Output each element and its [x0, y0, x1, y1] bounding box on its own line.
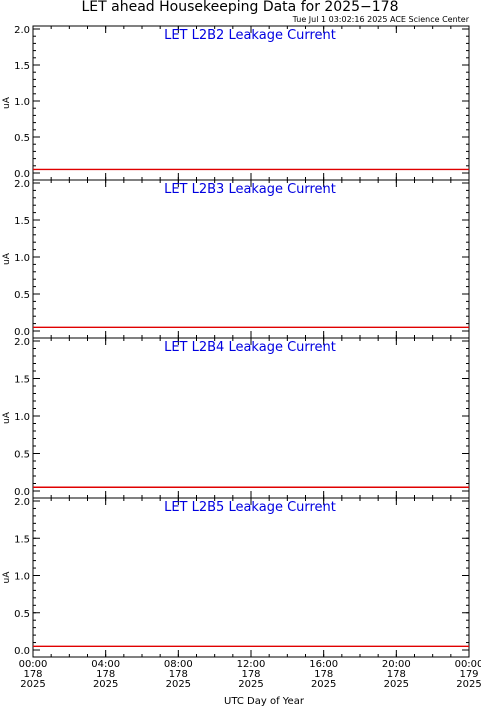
x-tick-label-time: 16:00: [309, 659, 338, 670]
x-tick-label-time: 12:00: [237, 659, 266, 670]
panel-frame: [32, 25, 470, 181]
y-tick-label: 2.0: [14, 337, 30, 348]
panel-2: 0.0 0.5 1.0 1.5 2.0 uA LET L2B3 Leakage Curren…: [2, 179, 470, 339]
y-tick-label: 0.0: [14, 487, 30, 498]
y-tick-label: 2.0: [14, 497, 30, 508]
x-tick-label-time: 08:00: [164, 659, 193, 670]
panel-title: LET L2B4 Leakage Current: [164, 340, 336, 355]
x-tick-label-year: 2025: [20, 679, 45, 690]
y-tick-label: 0.0: [14, 327, 30, 338]
x-axis-label: UTC Day of Year: [224, 696, 305, 706]
x-tick-label-time: 00:00: [19, 659, 48, 670]
y-tick-label: 1.0: [14, 97, 30, 108]
x-tick-label-doy: 178: [169, 669, 188, 680]
y-tick-label: 1.5: [14, 375, 30, 386]
y-tick-label: 1.0: [14, 253, 30, 264]
x-tick-label-doy: 178: [241, 669, 260, 680]
y-tick-label: 2.0: [14, 25, 30, 36]
x-tick-label-year: 2025: [384, 679, 409, 690]
x-axis: 00:00178202504:00178202508:00178202512:0…: [19, 659, 481, 690]
x-tick-label-year: 2025: [166, 679, 191, 690]
panel-4: 0.0 0.5 1.0 1.5 2.0 uA LET L2B5 Leakage Curren…: [2, 497, 470, 658]
x-tick-label-time: 20:00: [382, 659, 411, 670]
x-tick-label-doy: 178: [387, 669, 406, 680]
x-tick-label-doy: 178: [314, 669, 333, 680]
panel-frame: [32, 179, 470, 339]
x-tick-label-doy: 178: [96, 669, 115, 680]
y-tick-label: 0.5: [14, 290, 30, 301]
x-tick-label-doy: 178: [23, 669, 42, 680]
x-tick-label-year: 2025: [311, 679, 336, 690]
timestamp: Tue Jul 1 03:02:16 2025 ACE Science Cent…: [292, 15, 470, 24]
y-tick-label: 1.5: [14, 61, 30, 72]
x-tick-label-doy: 179: [459, 669, 478, 680]
panel-title: LET L2B2 Leakage Current: [164, 28, 336, 43]
y-axis-label: uA: [2, 411, 12, 424]
panel-frame: [32, 337, 470, 499]
panel-3: 0.0 0.5 1.0 1.5 2.0 uA LET L2B4 Leakage Curren…: [2, 337, 470, 499]
x-tick-label-time: 00:00: [455, 659, 481, 670]
y-tick-label: 0.5: [14, 133, 30, 144]
y-axis-label: uA: [2, 252, 12, 265]
panel-frame: [32, 497, 470, 658]
x-tick-label-year: 2025: [93, 679, 118, 690]
panel-1: 0.0 0.5 1.0 1.5 2.0 uA LET L2B2 Leakage Curren…: [2, 25, 470, 181]
y-tick-label: 2.0: [14, 179, 30, 190]
y-tick-label: 1.0: [14, 412, 30, 423]
y-axis-label: uA: [2, 571, 12, 584]
y-axis-label: uA: [2, 96, 12, 109]
x-tick-label-time: 04:00: [91, 659, 120, 670]
y-tick-label: 0.5: [14, 609, 30, 620]
panels: 0.0 0.5 1.0 1.5 2.0 uA LET L2B2 Leakage Curren…: [2, 25, 470, 658]
y-tick-label: 1.0: [14, 572, 30, 583]
y-tick-label: 0.0: [14, 646, 30, 657]
y-tick-label: 1.5: [14, 216, 30, 227]
y-tick-label: 0.5: [14, 450, 30, 461]
panel-title: LET L2B5 Leakage Current: [164, 500, 336, 515]
figure-title: LET ahead Housekeeping Data for 2025−178: [82, 0, 399, 15]
x-tick-label-year: 2025: [238, 679, 263, 690]
panel-title: LET L2B3 Leakage Current: [164, 182, 336, 197]
y-tick-label: 0.0: [14, 169, 30, 180]
x-tick-label-year: 2025: [456, 679, 481, 690]
y-tick-label: 1.5: [14, 534, 30, 545]
